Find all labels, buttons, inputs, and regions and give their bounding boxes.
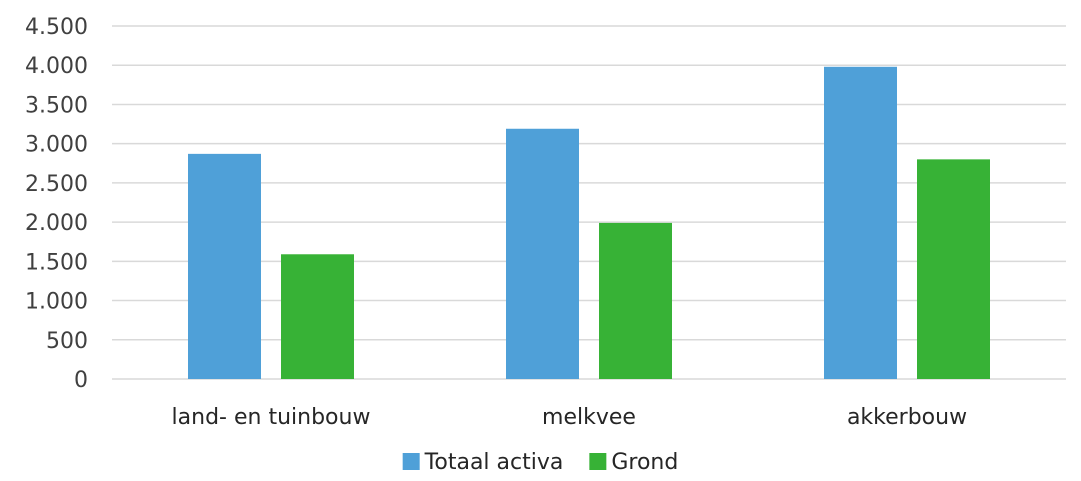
gridlines bbox=[112, 25, 1066, 380]
category-label: land- en tuinbouw bbox=[172, 405, 371, 430]
y-tick-label: 1.500 bbox=[25, 250, 88, 275]
y-tick-label: 0 bbox=[74, 368, 88, 393]
y-tick-label: 3.000 bbox=[25, 133, 88, 158]
y-tick-label: 2.500 bbox=[25, 172, 88, 197]
y-tick-label: 4.000 bbox=[25, 54, 88, 79]
y-tick-label: 2.000 bbox=[25, 211, 88, 236]
legend: Totaal activa Grond bbox=[402, 450, 678, 475]
legend-swatch bbox=[589, 453, 607, 470]
legend-label: Grond bbox=[611, 450, 678, 475]
category-label: akkerbouw bbox=[847, 405, 967, 430]
y-axis-ticks: 0 500 1.000 1.500 2.000 2.500 3.000 3.500 4.000 4… bbox=[25, 15, 88, 393]
x-axis-categories: land- en tuinbouw melkvee akkerbouw bbox=[172, 405, 968, 430]
bar-totaal-activa bbox=[506, 128, 579, 379]
category-label: melkvee bbox=[542, 405, 636, 430]
legend-swatch bbox=[402, 453, 420, 470]
y-tick-label: 1.000 bbox=[25, 290, 88, 315]
legend-label: Totaal activa bbox=[424, 450, 564, 475]
bar-grond bbox=[281, 254, 354, 379]
y-tick-label: 4.500 bbox=[25, 15, 88, 40]
bar-grond bbox=[917, 159, 990, 379]
y-tick-label: 3.500 bbox=[25, 93, 88, 118]
y-tick-label: 500 bbox=[46, 329, 88, 354]
bar-grond bbox=[599, 222, 672, 379]
bar-totaal-activa bbox=[188, 153, 261, 379]
bar-totaal-activa bbox=[824, 66, 897, 380]
bars bbox=[188, 66, 990, 380]
